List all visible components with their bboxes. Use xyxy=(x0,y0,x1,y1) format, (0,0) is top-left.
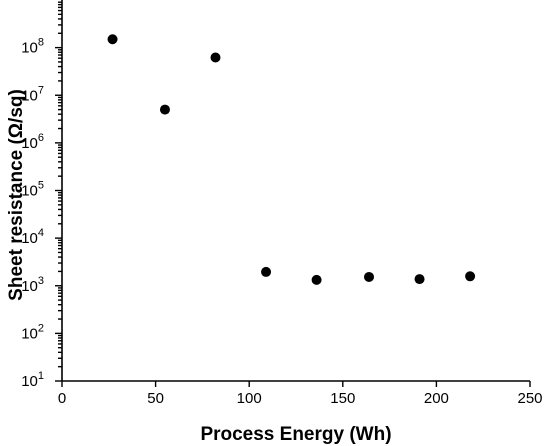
y-tick-label: 107 xyxy=(21,84,44,104)
data-point xyxy=(465,271,476,282)
x-tick-label: 100 xyxy=(237,390,262,407)
y-tick-label: 102 xyxy=(21,322,44,342)
x-tick-label: 200 xyxy=(424,390,449,407)
x-tick-label: 150 xyxy=(330,390,355,407)
data-point xyxy=(159,104,170,115)
x-axis-ticks: 0 50 100 150 200 250 xyxy=(58,381,543,407)
y-tick-label: 108 xyxy=(21,37,44,57)
y-tick-label: 105 xyxy=(21,180,44,200)
data-point xyxy=(107,34,118,45)
data-points xyxy=(107,34,476,285)
x-tick-label: 50 xyxy=(147,390,164,407)
data-point xyxy=(311,274,322,285)
y-axis-ticks: 101 102 103 104 105 106 107 108 xyxy=(21,1,62,390)
y-tick-label: 104 xyxy=(21,227,44,247)
data-point xyxy=(414,274,425,285)
plot-area xyxy=(61,0,530,382)
y-axis-title: Sheet resistance (Ω/sq) xyxy=(6,89,27,301)
x-tick-label: 0 xyxy=(58,390,66,407)
data-point xyxy=(364,271,375,282)
y-tick-label: 101 xyxy=(21,370,44,390)
x-axis-title: Process Energy (Wh) xyxy=(200,424,391,445)
y-tick-label: 103 xyxy=(21,275,44,295)
data-point xyxy=(210,52,221,63)
data-point xyxy=(261,266,272,277)
y-tick-label: 106 xyxy=(21,132,44,152)
x-tick-label: 250 xyxy=(517,390,542,407)
